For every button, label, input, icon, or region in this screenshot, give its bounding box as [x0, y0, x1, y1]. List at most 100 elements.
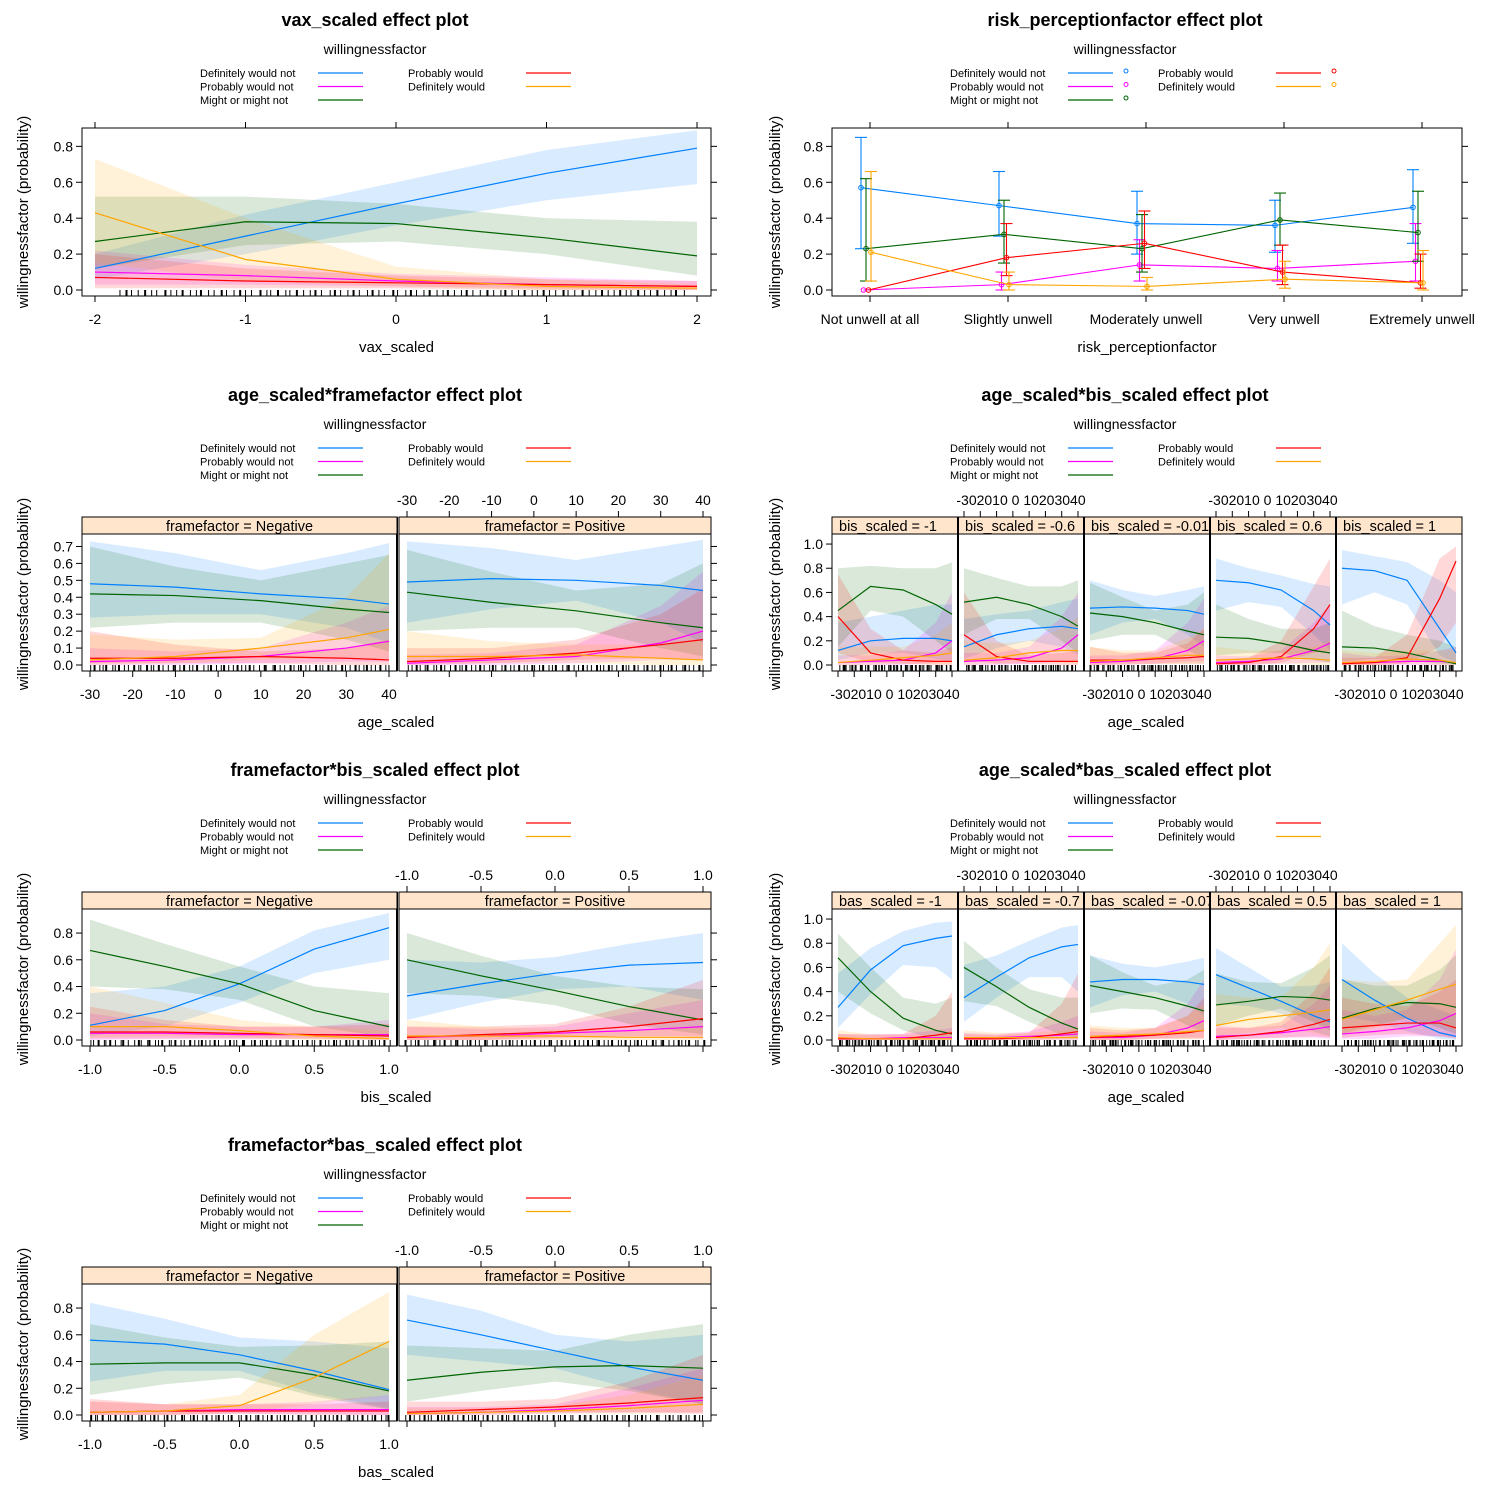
legend-point [1123, 68, 1129, 74]
legend-title: willingnessfactor [323, 791, 427, 807]
x-tick-label-top: -302010 0 10203040 [956, 492, 1085, 508]
x-tick-label: -1.0 [78, 1436, 102, 1452]
ci-band-probably-would-not [964, 592, 1078, 665]
series-line-definitely-would [407, 1035, 703, 1038]
data-point [1420, 280, 1426, 286]
legend-label: Probably would not [950, 832, 1044, 844]
y-tick-label: 0.0 [54, 282, 74, 298]
legend-title: willingnessfactor [1073, 41, 1177, 57]
ci-band-definitely-would-not [90, 1302, 389, 1409]
x-axis-label: vax_scaled [359, 339, 434, 356]
x-axis-label: bas_scaled [358, 1464, 434, 1481]
ci-band-probably-would-not [1090, 979, 1204, 1040]
y-tick-label: 0.6 [804, 174, 824, 190]
x-tick-label: -302010 0 10203040 [1082, 1061, 1211, 1077]
series-line-definitely-would [1215, 657, 1331, 661]
y-tick-label: 0.8 [804, 560, 824, 576]
series-line-definitely-would [1089, 654, 1204, 662]
strip-label: bis_scaled = -1 [839, 519, 937, 535]
y-tick-label: 0.2 [804, 246, 824, 262]
series-line-probably-would-not [1341, 1012, 1457, 1035]
legend-label: Probably would [1158, 818, 1233, 830]
strip-label-group: bis_scaled = -0.01 [1091, 519, 1209, 534]
y-axis-label: willingnessfactor (probability) [15, 1248, 32, 1442]
ci-band-probably-would-not [1090, 598, 1204, 665]
x-tick-label-top: -302010 0 10203040 [1208, 492, 1337, 508]
strip-label-group: bis_scaled = 1 [1343, 519, 1436, 534]
legend-point [1331, 82, 1337, 87]
strip-label-group: bis_scaled = -0.6 [965, 519, 1075, 534]
legend-label: Definitely would not [200, 68, 295, 80]
x-tick-label: 30 [338, 686, 354, 702]
data-point [1272, 222, 1278, 229]
ci-band-definitely-would-not [964, 925, 1078, 1022]
ci-band-definitely-would-not [95, 130, 697, 280]
series-group [837, 562, 953, 665]
x-tick-label-top: -30 [397, 492, 417, 508]
x-category-label: Slightly unwell [964, 311, 1053, 327]
x-tick-label-top: -10 [481, 492, 501, 508]
series-line-definitely-would [94, 212, 698, 289]
data-point [865, 287, 872, 293]
y-tick-label: 0.6 [804, 584, 824, 600]
ci-band-definitely-would-not [90, 913, 389, 1036]
x-tick-label: -302010 0 10203040 [830, 686, 959, 702]
ci-band-probably-would-not [838, 592, 952, 665]
y-tick-label: 1.0 [804, 536, 824, 552]
ci-band-definitely-would-not [1090, 580, 1204, 647]
ci-band-might-or-might-not [1216, 955, 1330, 1031]
ci-band-definitely-would-not [964, 598, 1078, 659]
strip-label: framefactor = Negative [166, 894, 313, 910]
series-line-might-or-might-not [94, 221, 698, 257]
strip-label-group: bas_scaled = 0.5 [1217, 894, 1327, 909]
x-tick-label: -0.5 [153, 1436, 177, 1452]
y-axis-label: willingnessfactor (probability) [767, 498, 784, 692]
legend-label: Definitely would [1158, 832, 1235, 844]
series-line-definitely-would-not [406, 1319, 704, 1381]
series-line-probably-would [837, 616, 952, 662]
ci-band-probably-would-not [407, 571, 703, 665]
legend-point [1123, 82, 1129, 87]
y-tick-label: 0.0 [54, 657, 74, 673]
ci-band-probably-would [838, 991, 952, 1040]
series-line-might-or-might-not [406, 591, 704, 629]
ci-band-probably-would-not [95, 250, 697, 290]
series-line-might-or-might-not [1341, 1001, 1457, 1019]
legend-label: Probably would [408, 68, 483, 80]
series-group [94, 130, 698, 290]
x-tick-label-top: -20 [439, 492, 459, 508]
y-tick-label: 0.1 [54, 640, 74, 656]
x-tick-label: -30 [80, 686, 100, 702]
series-line-definitely-would [1089, 1029, 1205, 1037]
x-tick-label: 0 [214, 686, 222, 702]
series-group [1215, 558, 1331, 665]
series-line-definitely-would-not [89, 1339, 390, 1391]
x-tick-label: -10 [165, 686, 185, 702]
x-tick-label: 0.5 [305, 1061, 325, 1077]
strip-label-group: bas_scaled = -0.7 [965, 894, 1080, 909]
series-line-definitely-would-not [1089, 978, 1205, 985]
ci-band-might-or-might-not [838, 933, 952, 1039]
series-line-definitely-would-not [963, 943, 1079, 999]
x-tick-label: 1 [543, 311, 551, 327]
series-line-definitely-would [837, 652, 953, 664]
series-group [89, 1292, 390, 1415]
legend-title: willingnessfactor [323, 1166, 427, 1182]
ci-band-definitely-would-not [838, 921, 952, 1028]
ci-band-probably-would-not [1342, 949, 1456, 1039]
legend-label: Probably would not [950, 457, 1044, 469]
y-tick-label: 1.0 [804, 911, 824, 927]
series-group [837, 921, 953, 1040]
ci-band-probably-would-not [90, 605, 389, 665]
y-tick-label: 0.5 [54, 572, 74, 588]
series-line-might-or-might-not [406, 959, 704, 1021]
chart-vax-scaled: vax_scaled effect plot willingnessfactor D… [15, 10, 717, 356]
ci-band-definitely-would-not [1342, 943, 1456, 1040]
x-category-label: Extremely unwell [1369, 311, 1475, 327]
series-line-definitely-would-not [1089, 606, 1205, 615]
y-tick-label: 0.2 [804, 633, 824, 649]
series-line-probably-would [94, 276, 698, 288]
ci-band-probably-would [407, 588, 703, 665]
ci-band-definitely-would-not [1090, 955, 1204, 1016]
series-line-definitely-would [963, 649, 1078, 661]
